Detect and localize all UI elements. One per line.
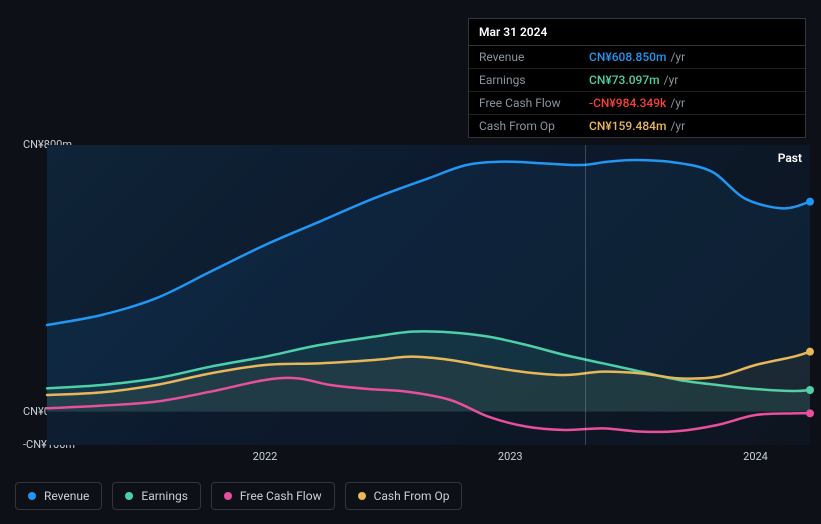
past-label: Past [778,151,802,165]
legend-item[interactable]: Revenue [15,482,102,510]
plot-area[interactable]: Past [47,145,810,445]
x-axis-label: 2022 [253,450,278,463]
legend-swatch [125,492,133,500]
legend-label: Cash From Op [374,489,450,503]
tooltip-row: Cash From OpCN¥159.484m/yr [469,115,805,137]
x-axis-label: 2024 [743,450,768,463]
x-axis-label: 2023 [498,450,523,463]
tooltip-row: EarningsCN¥73.097m/yr [469,69,805,92]
legend-swatch [358,492,366,500]
tooltip-metric-label: Free Cash Flow [479,96,589,110]
legend-label: Revenue [44,489,89,503]
legend-swatch [224,492,232,500]
tooltip-row: Free Cash Flow-CN¥984.349k/yr [469,92,805,115]
legend-item[interactable]: Cash From Op [345,482,463,510]
tooltip-metric-unit: /yr [670,119,685,133]
legend-label: Free Cash Flow [240,489,322,503]
tooltip-metric-unit: /yr [670,50,685,64]
tooltip-date: Mar 31 2024 [469,19,805,46]
y-axis-label: CN¥0 [23,405,50,418]
current-date-line [585,145,586,445]
legend-swatch [28,492,36,500]
tooltip-metric-label: Revenue [479,50,589,64]
legend-label: Earnings [141,489,188,503]
series-end-marker [806,409,814,417]
tooltip-metric-value: CN¥608.850m [589,50,666,64]
tooltip-metric-value: CN¥159.484m [589,119,666,133]
tooltip-metric-unit: /yr [664,73,679,87]
legend: Revenue Earnings Free Cash Flow Cash From O… [15,482,462,510]
tooltip-metric-unit: /yr [670,96,685,110]
series-end-marker [806,348,814,356]
legend-item[interactable]: Free Cash Flow [211,482,335,510]
tooltip-metric-label: Cash From Op [479,119,589,133]
x-axis: 2022 2023 2024 [47,450,810,470]
tooltip-metric-value: CN¥73.097m [589,73,660,87]
tooltip-panel: Mar 31 2024 RevenueCN¥608.850m/yrEarning… [468,18,806,138]
tooltip-row: RevenueCN¥608.850m/yr [469,46,805,69]
chart-svg [47,145,810,445]
tooltip-metric-label: Earnings [479,73,589,87]
tooltip-metric-value: -CN¥984.349k [589,96,666,110]
chart-container: CN¥800mCN¥0-CN¥100m Past 202220232024 [15,125,810,520]
series-end-marker [806,198,814,206]
legend-item[interactable]: Earnings [112,482,201,510]
